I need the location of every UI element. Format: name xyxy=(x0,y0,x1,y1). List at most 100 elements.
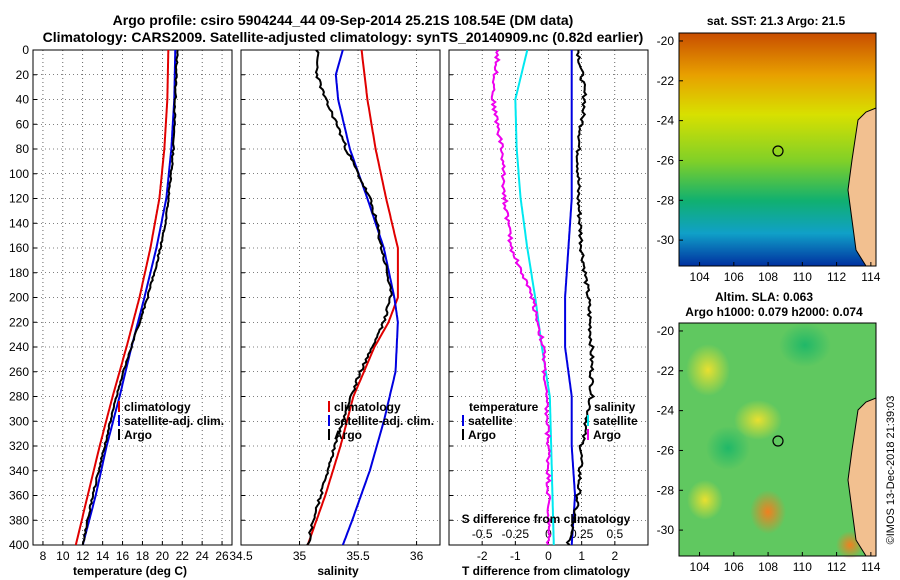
map-x-tick-label: 104 xyxy=(690,270,710,284)
sst-map-title: sat. SST: 21.3 Argo: 21.5 xyxy=(707,14,846,28)
legend-swatch-satellite xyxy=(328,415,330,426)
legend-label-argo: Argo xyxy=(334,428,362,442)
map-y-tick-label: -24 xyxy=(657,114,675,128)
depth-tick-label: 120 xyxy=(9,192,29,206)
map-y-tick-label: -28 xyxy=(657,193,675,207)
depth-tick-label: 320 xyxy=(9,439,29,453)
depth-tick-label: 160 xyxy=(9,241,29,255)
legend-label-temperature-satellite: satellite xyxy=(468,414,513,428)
temperature-panel xyxy=(32,49,233,546)
sla-blob xyxy=(687,480,723,520)
imos-stamp: ©IMOS 13-Dec-2018 21:39:03 xyxy=(885,396,897,545)
depth-tick-label: 60 xyxy=(16,117,30,131)
map-x-tick-label: 110 xyxy=(793,270,812,284)
map-x-tick-label: 114 xyxy=(861,560,880,574)
depth-tick-label: 0 xyxy=(22,43,29,57)
depth-tick-label: 180 xyxy=(9,266,29,280)
figure-title-line2: Climatology: CARS2009. Satellite-adjuste… xyxy=(43,29,644,45)
x-tick-label: 14 xyxy=(96,549,110,563)
depth-tick-label: 100 xyxy=(9,167,29,181)
figure-title-line1: Argo profile: csiro 5904244_44 09-Sep-20… xyxy=(113,12,574,28)
sst-map: 104 106 108 110 112 114 -20 -22 -24 -26 -28 -30 xyxy=(657,32,881,284)
sla-blob xyxy=(706,426,750,470)
depth-tick-label: 360 xyxy=(9,489,29,503)
depth-tick-label: 340 xyxy=(9,464,29,478)
legend-label-satellite: satellite-adj. clim. xyxy=(124,414,224,428)
depth-tick-label: 40 xyxy=(16,93,30,107)
x-tick-label: 36 xyxy=(410,549,424,563)
x-tick-label: -2 xyxy=(477,549,488,563)
difference-line-temperature-satellite xyxy=(564,50,577,545)
x-tick-label: 35 xyxy=(293,549,307,563)
sla-map-frame xyxy=(678,322,877,557)
difference-legend: temperature satellite Argo salinity sate… xyxy=(462,400,638,442)
difference-line-salinity-satellite xyxy=(514,50,555,545)
sla-blob xyxy=(750,490,786,534)
sst-field xyxy=(679,33,876,266)
x-tick-label: -1 xyxy=(510,549,521,563)
legend-heading-salinity: salinity xyxy=(594,400,636,414)
map-y-tick-label: -20 xyxy=(657,34,675,48)
difference-line-temperature-argo xyxy=(565,50,596,545)
legend-label-salinity-satellite: satellite xyxy=(593,414,638,428)
depth-tick-label: 280 xyxy=(9,390,29,404)
legend-swatch-salinity-satellite xyxy=(587,415,589,426)
legend-label-temperature-argo: Argo xyxy=(468,428,496,442)
salinity-series xyxy=(306,50,399,545)
legend-label-argo: Argo xyxy=(124,428,152,442)
depth-tick-label: 400 xyxy=(9,538,29,552)
salinity-line-satellite-adj-clim- xyxy=(334,50,399,545)
temperature-line-argo xyxy=(81,50,179,545)
map-y-tick-label: -20 xyxy=(657,324,675,338)
map-y-tick-label: -30 xyxy=(657,523,675,537)
salinity-line-argo xyxy=(306,50,393,545)
tick-labels: 0204060801001201401601802002202402602803… xyxy=(9,43,624,563)
sla-argo-marker xyxy=(772,435,784,447)
x2-tick-label: 0.5 xyxy=(606,527,623,541)
salinity-line-climatology xyxy=(306,50,399,545)
sst-map-frame xyxy=(678,32,877,267)
x-tick-label: 2 xyxy=(611,549,618,563)
x-tick-label: 22 xyxy=(176,549,190,563)
map-x-tick-label: 114 xyxy=(861,270,880,284)
x-tick-label: 26 xyxy=(215,549,229,563)
legend-swatch-satellite xyxy=(118,415,120,426)
temperature-xlabel: temperature (deg C) xyxy=(73,564,187,578)
x-tick-label: 1 xyxy=(578,549,585,563)
legend-swatch-salinity-argo xyxy=(587,429,589,440)
x-tick-label: 24 xyxy=(195,549,209,563)
x-tick-label: 34.5 xyxy=(229,549,253,563)
x-tick-label: 8 xyxy=(40,549,47,563)
map-x-tick-label: 112 xyxy=(827,270,846,284)
x-tick-label: 0 xyxy=(545,549,552,563)
difference-x2label: S difference from climatology xyxy=(462,512,631,526)
legend-swatch-temperature-satellite xyxy=(462,415,464,426)
map-x-tick-label: 112 xyxy=(827,560,846,574)
map-y-tick-label: -24 xyxy=(657,404,675,418)
sla-yticks: -20 -22 -24 -26 -28 -30 xyxy=(657,324,683,537)
x-tick-label: 20 xyxy=(156,549,170,563)
legend-label-climatology: climatology xyxy=(334,400,401,414)
salinity-xlabel: salinity xyxy=(317,564,359,578)
x-tick-label: 16 xyxy=(116,549,130,563)
sla-map-title2: Argo h1000: 0.079 h2000: 0.074 xyxy=(685,305,863,319)
sla-xticks: 104 106 108 110 112 114 xyxy=(690,552,881,574)
sla-blob xyxy=(779,323,831,367)
temperature-legend: climatology satellite-adj. clim. Argo xyxy=(118,400,224,442)
temperature-series xyxy=(74,50,179,545)
x2-tick-label: 0.25 xyxy=(570,527,594,541)
x2-tick-label: -0.25 xyxy=(502,527,530,541)
sst-argo-marker xyxy=(772,145,784,157)
map-y-tick-label: -26 xyxy=(657,443,675,457)
map-y-tick-label: -28 xyxy=(657,483,675,497)
legend-heading-temperature: temperature xyxy=(469,400,539,414)
legend-label-salinity-argo: Argo xyxy=(593,428,621,442)
x-tick-label: 10 xyxy=(56,549,70,563)
map-x-tick-label: 106 xyxy=(724,270,744,284)
x-tick-label: 35.5 xyxy=(346,549,370,563)
depth-tick-label: 260 xyxy=(9,365,29,379)
map-x-tick-label: 108 xyxy=(758,560,778,574)
legend-swatch-argo xyxy=(118,429,120,440)
depth-tick-label: 200 xyxy=(9,291,29,305)
sla-blob xyxy=(686,344,730,396)
